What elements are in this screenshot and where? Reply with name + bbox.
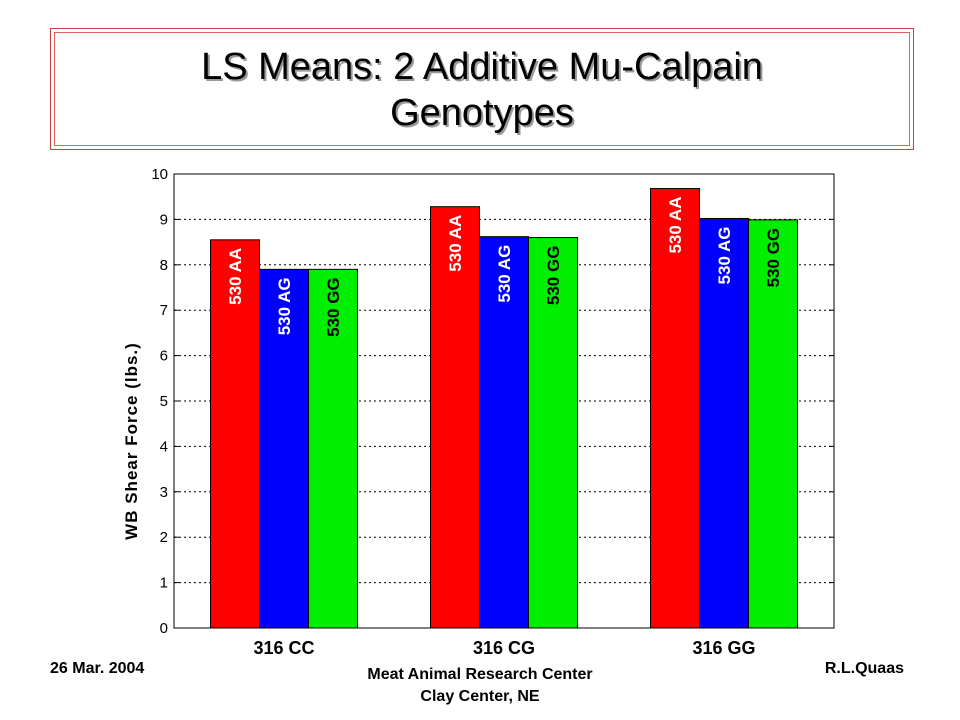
chart-title: LS Means: 2 Additive Mu-Calpain Genotype… (50, 44, 914, 136)
footer-institution: Meat Animal Research Center Clay Center,… (330, 664, 630, 708)
bar (308, 268, 358, 629)
y-tick-label: 10 (151, 166, 168, 183)
bar-label: 530 GG (544, 246, 563, 306)
title-line-1: LS Means: 2 Additive Mu-Calpain (201, 46, 763, 88)
y-tick-label: 8 (160, 257, 168, 274)
bar (699, 217, 749, 629)
title-frame (50, 28, 914, 150)
bar (748, 219, 798, 629)
x-tick-label: 316 CG (473, 638, 535, 658)
footer-author: R.L.Quaas (824, 660, 904, 677)
bar-label: 530 GG (764, 228, 783, 288)
y-tick-label: 6 (160, 348, 168, 365)
y-tick-label: 2 (160, 529, 168, 546)
y-tick-label: 9 (160, 211, 168, 228)
footer-institution-location: Clay Center, NE (420, 688, 540, 705)
bar-label: 530 AG (275, 277, 294, 335)
x-tick-label: 316 GG (692, 638, 755, 658)
bar-label: 530 AG (715, 226, 734, 284)
bar-label: 530 AA (446, 215, 465, 272)
footer-institution-name: Meat Animal Research Center (367, 666, 593, 683)
title-line-2: Genotypes (390, 92, 574, 134)
plot-frame (173, 173, 835, 629)
x-tick-label: 316 CC (253, 638, 314, 658)
bar-label: 530 AA (226, 248, 245, 305)
bar-label: 530 GG (324, 277, 343, 337)
y-tick-label: 7 (160, 302, 168, 319)
y-tick-label: 0 (160, 620, 168, 637)
bar (259, 268, 309, 629)
bar (430, 206, 480, 629)
y-tick-label: 1 (160, 575, 168, 592)
y-tick-label: 3 (160, 484, 168, 501)
y-tick-label: 5 (160, 393, 168, 410)
bar (210, 239, 260, 629)
bar (479, 236, 529, 629)
bar-label: 530 AA (666, 197, 685, 254)
y-tick-label: 4 (160, 438, 168, 455)
y-axis-label: WB Shear Force (lbs.) (122, 342, 141, 540)
footer-date: 26 Mar. 2004 (50, 660, 145, 677)
bar-label: 530 AG (495, 245, 514, 303)
